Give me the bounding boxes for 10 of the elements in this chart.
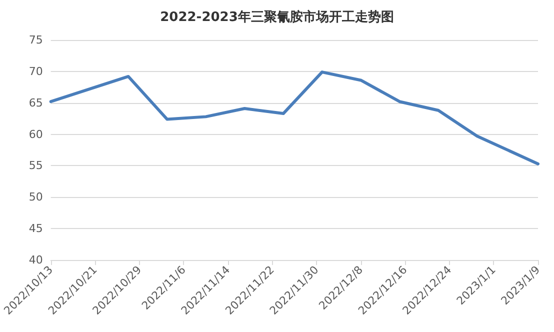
y-tick-label: 55 — [28, 159, 43, 172]
y-tick-label: 50 — [28, 190, 43, 204]
line-series — [49, 70, 540, 166]
y-tick-label: 45 — [28, 222, 43, 236]
y-tick-label: 75 — [28, 34, 43, 46]
y-tick-label: 60 — [28, 128, 43, 141]
y-tick-label: 40 — [28, 254, 43, 266]
y-tick-label: 70 — [28, 64, 43, 78]
y-tick-label: 65 — [28, 96, 43, 110]
chart-title: 2022-2023年三聚氰胺市场开工走势图 — [160, 9, 394, 25]
